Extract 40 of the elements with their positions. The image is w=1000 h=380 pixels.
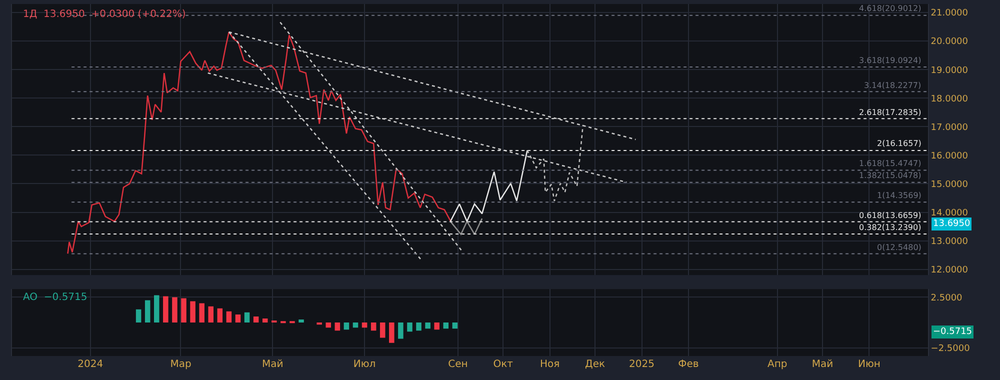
y-tick-label: 18.0000: [930, 94, 968, 104]
x-tick-label: Окт: [493, 359, 514, 370]
y-tick-label: 2.5000: [930, 293, 963, 304]
y-tick-label: 13.0000: [930, 236, 968, 247]
y-tick-label: −2.5000: [930, 344, 970, 354]
x-tick-label: Дек: [585, 359, 606, 370]
y-tick-label: 20.0000: [930, 37, 968, 48]
ref-line-label: 0.618(13.6659): [859, 211, 922, 220]
y-tick-label: 21.0000: [930, 8, 968, 19]
ref-line-label: 1.618(15.4747): [859, 159, 922, 168]
ref-line-label: 2.618(17.2835): [859, 108, 922, 117]
ref-line-label: 0.382(13.2390): [859, 223, 922, 232]
chart-title: AO −0.5715: [23, 292, 88, 303]
y-tick-label: 19.0000: [930, 66, 968, 76]
ref-line-label: 3.14(18.2277): [864, 81, 922, 90]
y-tick-label: 15.0000: [930, 180, 968, 190]
x-tick-label: Ноя: [540, 359, 560, 370]
x-tick-label: Сен: [448, 359, 468, 370]
ref-line-label: 1(14.3569): [877, 191, 922, 200]
y-tick-label: 14.0000: [930, 208, 968, 218]
x-tick-label: Июл: [353, 359, 376, 370]
ref-line-label: 3.618(19.0924): [859, 56, 922, 65]
ref-line-label: 0(12.5480): [877, 243, 922, 252]
ref-line-label: 2(16.1657): [877, 139, 922, 148]
x-tick-label: 2025: [629, 359, 654, 370]
x-tick-label: Фев: [678, 359, 699, 370]
x-tick-label: Май: [262, 359, 284, 370]
y-tick-label: 17.0000: [930, 122, 968, 133]
text: 13.6950: [933, 219, 970, 229]
text: 1Д 13.6950 +0.0300 (+0.22%): [23, 9, 186, 20]
ref-line-label: 1.382(15.0478): [859, 171, 922, 180]
x-tick-label: Мар: [170, 359, 192, 370]
x-tick-label: Май: [812, 359, 834, 370]
x-tick-label: Апр: [767, 359, 788, 370]
y-tick-label: 16.0000: [930, 151, 968, 162]
x-tick-label: Июн: [858, 359, 880, 370]
ref-line-label: 4.618(20.9012): [859, 4, 922, 13]
text: −0.5715: [933, 327, 972, 337]
y-tick-label: 12.0000: [930, 265, 968, 276]
x-tick-label: 2024: [78, 359, 104, 370]
